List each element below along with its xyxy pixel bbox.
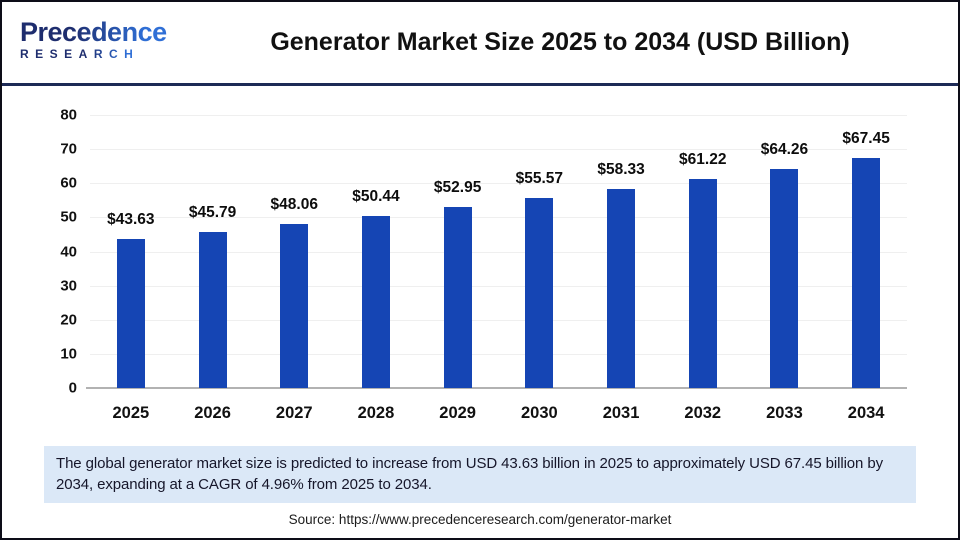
x-axis-line (86, 387, 907, 389)
y-axis-tick-30: 30 (60, 277, 77, 295)
x-axis-label-2032: 2032 (684, 404, 722, 422)
bar-2025 (116, 239, 145, 388)
y-axis-tick-40: 40 (60, 243, 77, 260)
bar-2026 (198, 231, 227, 388)
x-axis-label-2034: 2034 (847, 404, 885, 422)
bar-value-label-2034: $67.45 (842, 129, 890, 147)
x-axis-label-2027: 2027 (275, 404, 313, 422)
gridline-30 (90, 285, 907, 287)
header: Precedence RESEARCH Generator Market Siz… (2, 2, 958, 83)
gridline-60 (90, 183, 907, 185)
y-axis-tick-20: 20 (60, 311, 77, 329)
y-axis-tick-70: 70 (60, 140, 77, 158)
gridline-70 (90, 149, 907, 151)
y-axis-tick-60: 60 (60, 174, 77, 192)
precedence-research-logo: Precedence RESEARCH (20, 19, 170, 62)
bar-2027 (280, 224, 309, 388)
bar-2034 (852, 157, 881, 388)
bar-2028 (361, 215, 390, 388)
header-divider (2, 83, 958, 86)
x-axis-label-2031: 2031 (602, 404, 640, 422)
gridline-20 (90, 319, 907, 321)
y-axis-tick-10: 10 (60, 345, 77, 363)
source-line: Source: https://www.precedenceresearch.c… (288, 512, 672, 527)
bar-value-label-2030: $55.57 (515, 170, 564, 188)
x-axis-label-2026: 2026 (194, 404, 231, 422)
gridline-50 (90, 217, 907, 219)
bar-2030 (525, 198, 554, 388)
bar-value-label-2031: $58.33 (597, 160, 645, 178)
x-axis-label-2030: 2030 (520, 404, 558, 422)
bar-2032 (688, 179, 717, 388)
x-axis-label-2025: 2025 (112, 404, 150, 422)
y-axis-tick-0: 0 (68, 379, 77, 397)
x-axis-label-2029: 2029 (439, 404, 476, 422)
x-axis-label-2028: 2028 (357, 404, 395, 422)
bar-2033 (770, 168, 799, 388)
bar-value-label-2029: $52.95 (433, 179, 482, 197)
x-axis-label-2033: 2033 (766, 404, 803, 422)
chart-title: Generator Market Size 2025 to 2034 (USD … (270, 28, 850, 56)
bar-value-label-2027: $48.06 (270, 196, 318, 213)
bar-value-label-2032: $61.22 (679, 151, 727, 169)
y-axis-tick-80: 80 (60, 106, 77, 124)
bar-value-label-2033: $64.26 (760, 140, 809, 158)
bar-value-label-2026: $45.79 (188, 203, 237, 221)
bar-value-label-2025: $43.63 (107, 211, 155, 229)
bar-value-label-2028: $50.44 (352, 187, 400, 205)
gridline-40 (90, 251, 907, 253)
bar-2029 (443, 207, 472, 388)
gridline-10 (90, 353, 907, 355)
logo-subtitle: RESEARCH (20, 47, 140, 61)
bar-2031 (607, 188, 636, 388)
gridline-80 (90, 115, 907, 116)
bar-chart: 0 10 20 30 40 50 60 70 80 $43.63 2025 $45.79 2026 $48… (2, 86, 958, 434)
y-axis-tick-50: 50 (60, 208, 77, 226)
summary-callout: The global generator market size is pred… (44, 446, 916, 503)
logo-wordmark: Precedence (20, 17, 167, 47)
plot-area: 0 10 20 30 40 50 60 70 80 $43.63 2025 $45.79 2026 $48… (60, 107, 907, 422)
